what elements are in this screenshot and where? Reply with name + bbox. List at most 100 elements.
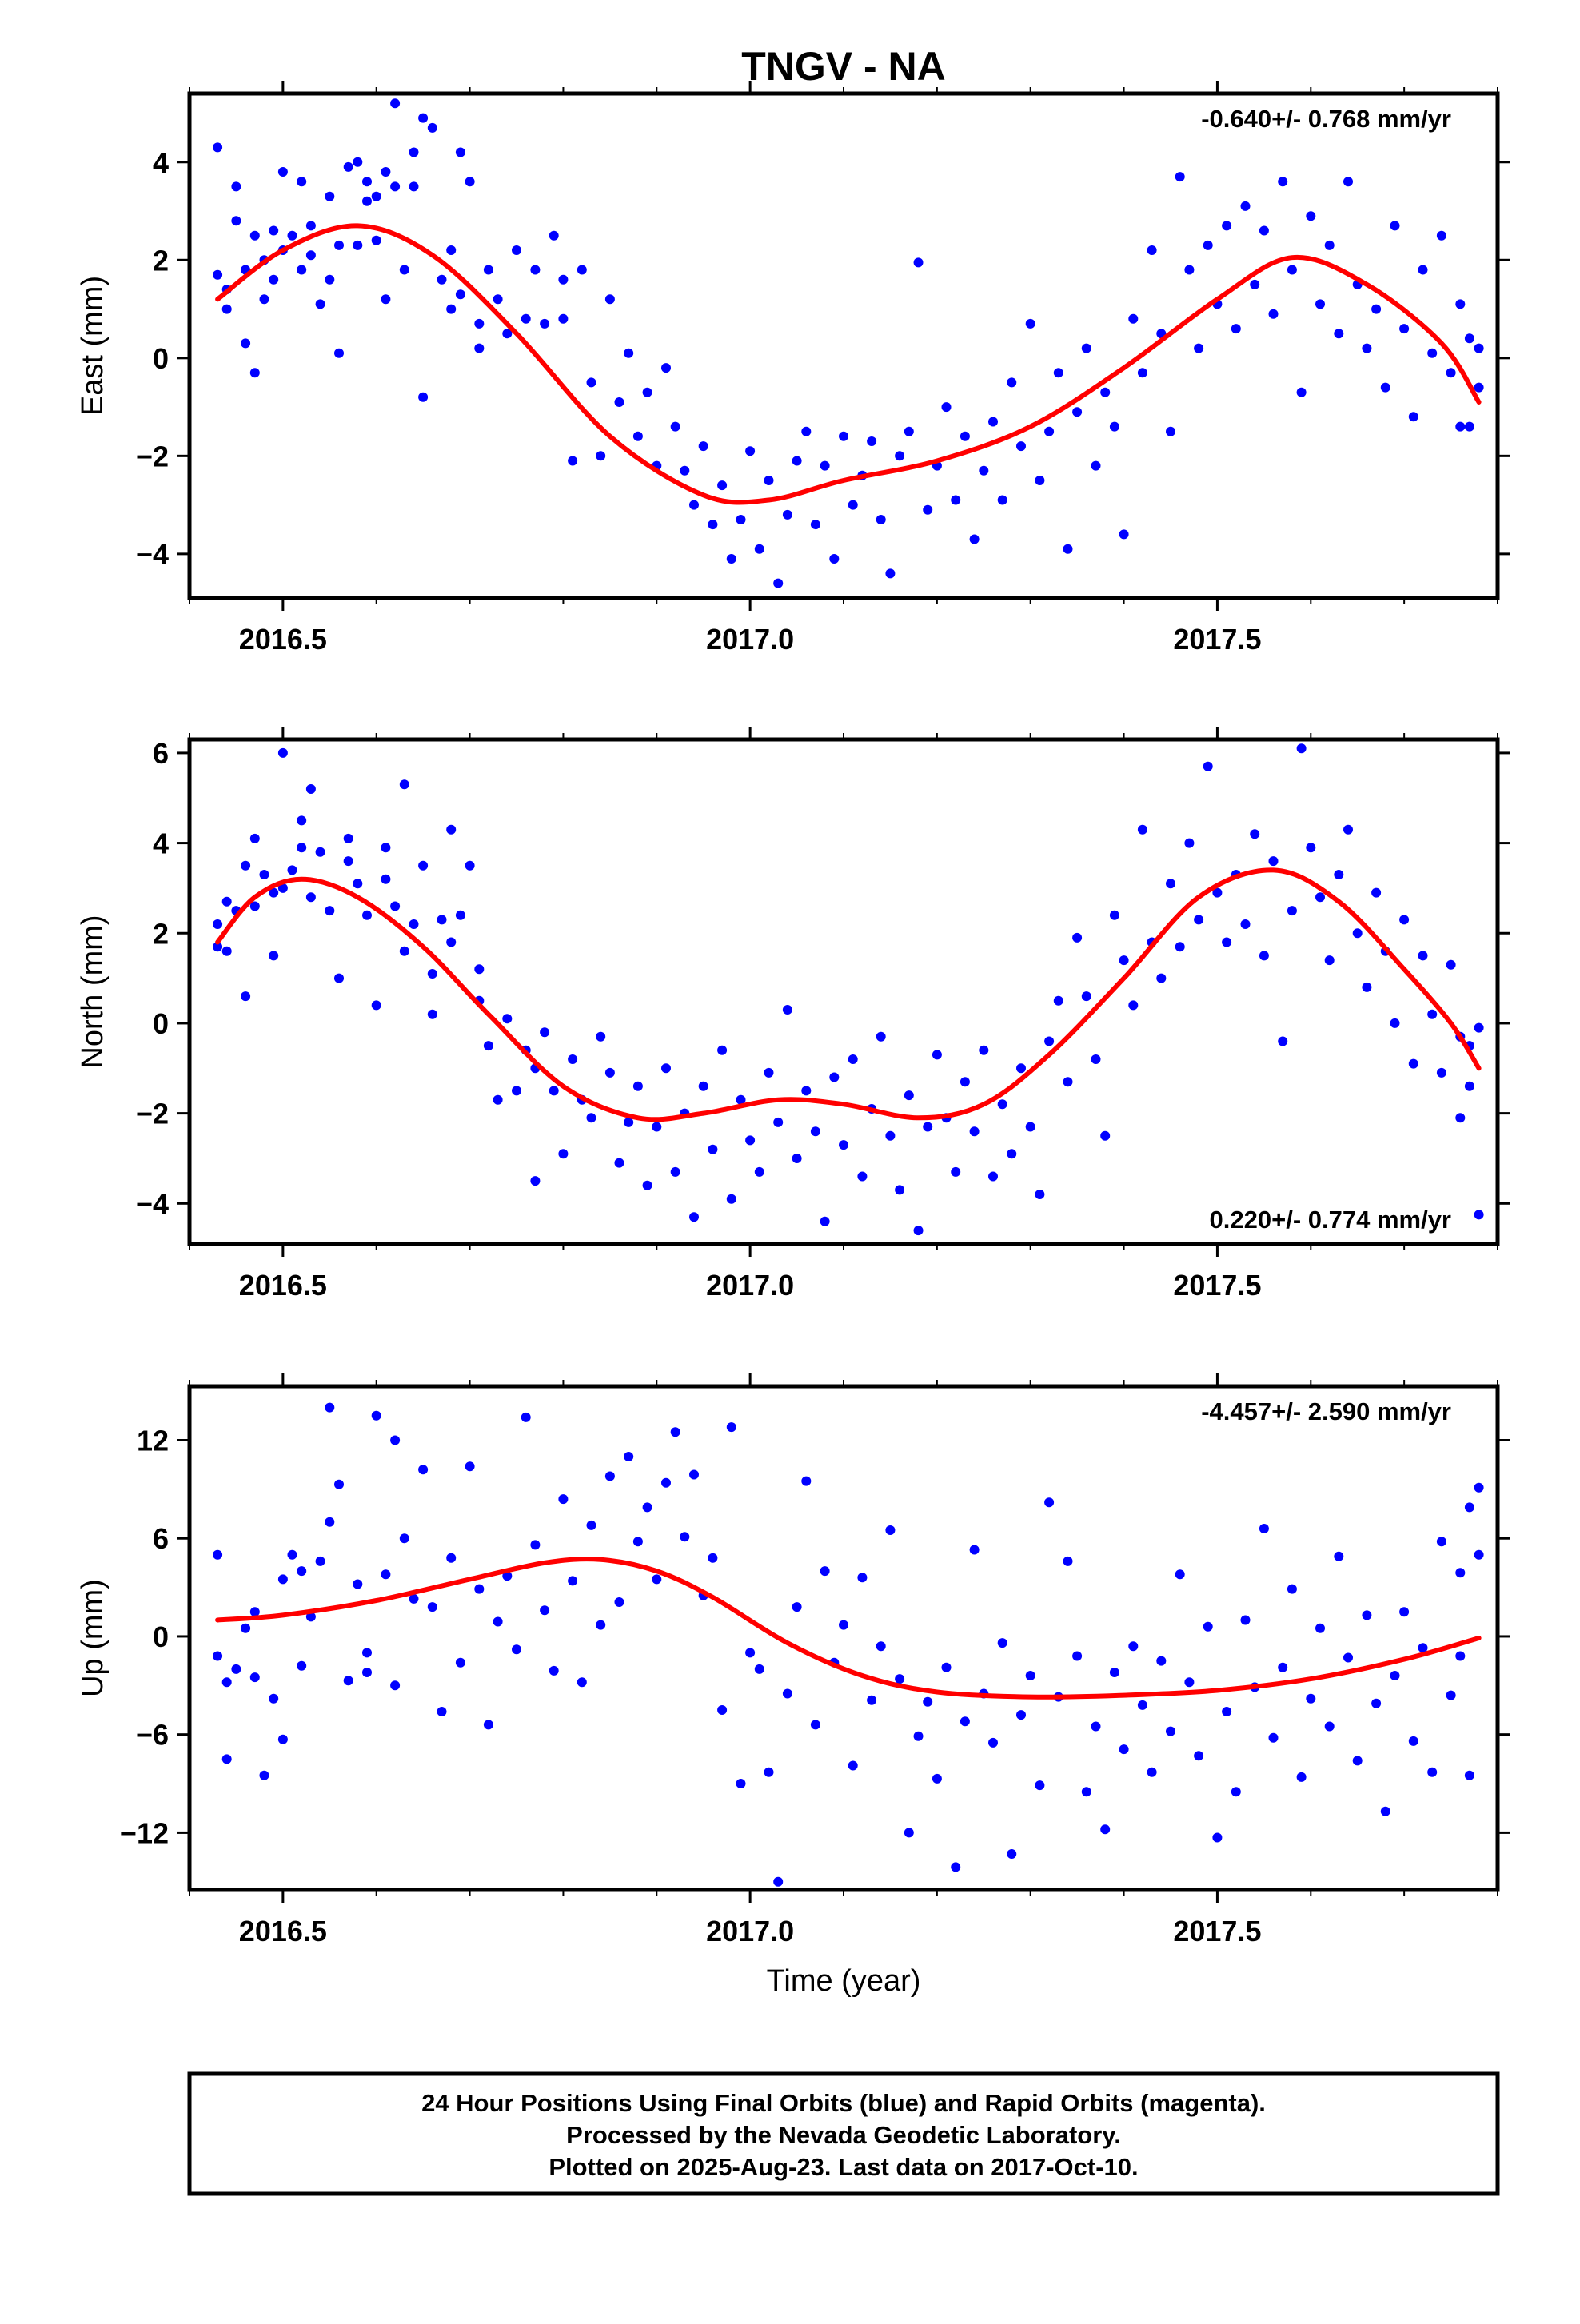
up-data-point (277, 1734, 288, 1744)
east-data-point (1259, 225, 1269, 236)
north-data-point (305, 784, 316, 794)
up-data-point (399, 1533, 409, 1544)
east-plot-frame (187, 91, 1500, 600)
north-data-point (1240, 919, 1251, 929)
up-data-point (427, 1602, 437, 1612)
east-data-point (530, 265, 541, 275)
east-data-point (231, 216, 241, 226)
north-y-tick-label: 4 (153, 827, 169, 860)
east-data-point (782, 509, 792, 520)
up-data-point (1259, 1524, 1269, 1533)
east-data-point (568, 456, 578, 466)
north-data-point (1343, 824, 1353, 835)
north-data-point (829, 1072, 840, 1082)
up-data-point (1278, 1662, 1288, 1672)
east-data-point (287, 230, 297, 241)
up-data-point (1464, 1770, 1474, 1780)
up-data-point (801, 1476, 812, 1486)
east-data-point (1044, 426, 1055, 436)
up-data-point (371, 1410, 381, 1421)
east-data-point (1371, 304, 1382, 314)
up-data-point (652, 1574, 662, 1585)
up-data-point (530, 1540, 541, 1550)
up-data-point (483, 1720, 493, 1730)
up-y-tick-label: −6 (136, 1719, 169, 1752)
north-data-point (540, 1027, 550, 1038)
east-data-point (810, 520, 820, 530)
up-data-point (568, 1576, 578, 1586)
up-data-point (1222, 1707, 1232, 1716)
east-data-point (558, 274, 569, 285)
up-data-point (381, 1569, 391, 1580)
up-data-point (287, 1549, 297, 1560)
north-data-point (652, 1122, 662, 1132)
up-data-point (1268, 1732, 1279, 1743)
east-data-point (689, 500, 699, 510)
up-data-point (1324, 1721, 1335, 1732)
east-data-point (839, 431, 848, 441)
north-data-point (614, 1158, 624, 1168)
east-data-point (371, 191, 381, 201)
up-data-point (1362, 1610, 1372, 1620)
east-data-point (409, 147, 419, 157)
up-data-point (1408, 1736, 1418, 1746)
east-data-point (1268, 309, 1279, 319)
up-data-point (231, 1664, 241, 1674)
up-data-point (810, 1720, 820, 1730)
up-data-point (1474, 1549, 1484, 1560)
east-panel: 2016.5 2017.0 2017.5 −4 −2 0 2 4 East (mm) -0.640… (76, 81, 1510, 656)
up-data-point (764, 1767, 774, 1777)
up-data-point (1399, 1607, 1410, 1617)
up-data-point (1352, 1756, 1363, 1766)
north-data-point (277, 883, 288, 893)
east-data-point (362, 177, 372, 187)
east-data-point (736, 515, 746, 524)
east-data-point (960, 431, 970, 441)
east-data-point (1390, 221, 1400, 231)
east-data-point (624, 348, 634, 358)
north-data-point (923, 1122, 933, 1132)
east-data-point (1128, 313, 1139, 324)
north-data-point (1446, 959, 1456, 970)
north-data-point (932, 1050, 942, 1060)
up-data-point (848, 1760, 858, 1771)
east-data-point (941, 402, 952, 413)
up-data-point (1025, 1671, 1035, 1680)
north-data-point (259, 870, 269, 879)
east-data-point (269, 274, 279, 285)
up-data-point (1380, 1806, 1390, 1816)
north-data-point (773, 1117, 784, 1127)
east-data-point (632, 431, 643, 441)
north-data-point (1212, 887, 1223, 898)
east-data-point (1053, 368, 1063, 378)
north-data-point (624, 1117, 634, 1127)
north-y-tick-label: 0 (153, 1007, 169, 1040)
up-data-point (1231, 1787, 1241, 1797)
up-data-point (596, 1620, 606, 1630)
up-data-point (876, 1641, 886, 1652)
east-y-tick-label: −4 (136, 538, 169, 571)
east-data-point (446, 245, 457, 255)
east-data-point (885, 568, 896, 579)
east-data-point (231, 181, 241, 192)
north-panel: 2016.5 2017.0 2017.5 −4 −2 0 2 4 6 North (mm) 0.22… (76, 727, 1510, 1302)
north-data-point (810, 1126, 820, 1137)
up-data-point (1455, 1568, 1466, 1578)
up-data-point (390, 1435, 401, 1445)
north-data-point (1156, 973, 1167, 983)
east-data-point (1418, 265, 1428, 275)
north-data-point (1306, 843, 1316, 853)
east-data-point (577, 265, 587, 275)
north-data-point (1418, 951, 1428, 961)
north-data-point (427, 1009, 437, 1019)
east-data-point (1464, 421, 1474, 432)
north-data-point (297, 843, 307, 853)
up-data-point (1446, 1690, 1456, 1700)
up-data-point (455, 1657, 465, 1668)
north-data-point (988, 1171, 998, 1182)
east-data-point (1091, 460, 1101, 471)
up-data-point (604, 1471, 615, 1481)
north-data-point (371, 1000, 381, 1011)
north-y-tick-label: 2 (153, 917, 169, 950)
north-data-point (381, 874, 391, 884)
